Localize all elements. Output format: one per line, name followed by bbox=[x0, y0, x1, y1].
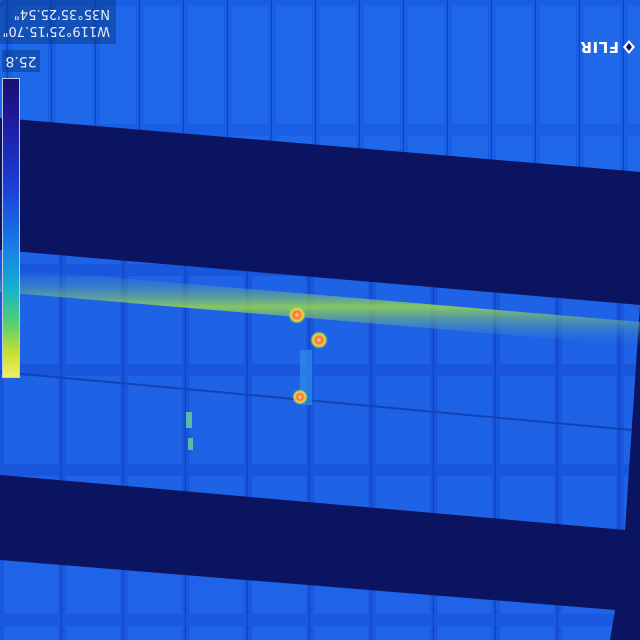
hotspot bbox=[310, 331, 328, 349]
warm-cell bbox=[186, 412, 192, 428]
flir-logo-icon bbox=[622, 40, 636, 54]
warm-cell bbox=[188, 438, 193, 450]
flir-logo: FLIR bbox=[580, 38, 636, 56]
flir-logo-text: FLIR bbox=[580, 38, 619, 56]
hotspot bbox=[292, 389, 308, 405]
gps-latitude: N35°35'25.54" bbox=[14, 5, 110, 22]
gps-longitude: W119°25'15.70" bbox=[3, 22, 110, 39]
temperature-max-label: 25.8 bbox=[2, 50, 40, 72]
hotspot bbox=[288, 306, 306, 324]
gps-coordinates-overlay: W119°25'15.70" N35°35'25.54" bbox=[0, 0, 116, 44]
temperature-scale-bar bbox=[2, 78, 20, 378]
